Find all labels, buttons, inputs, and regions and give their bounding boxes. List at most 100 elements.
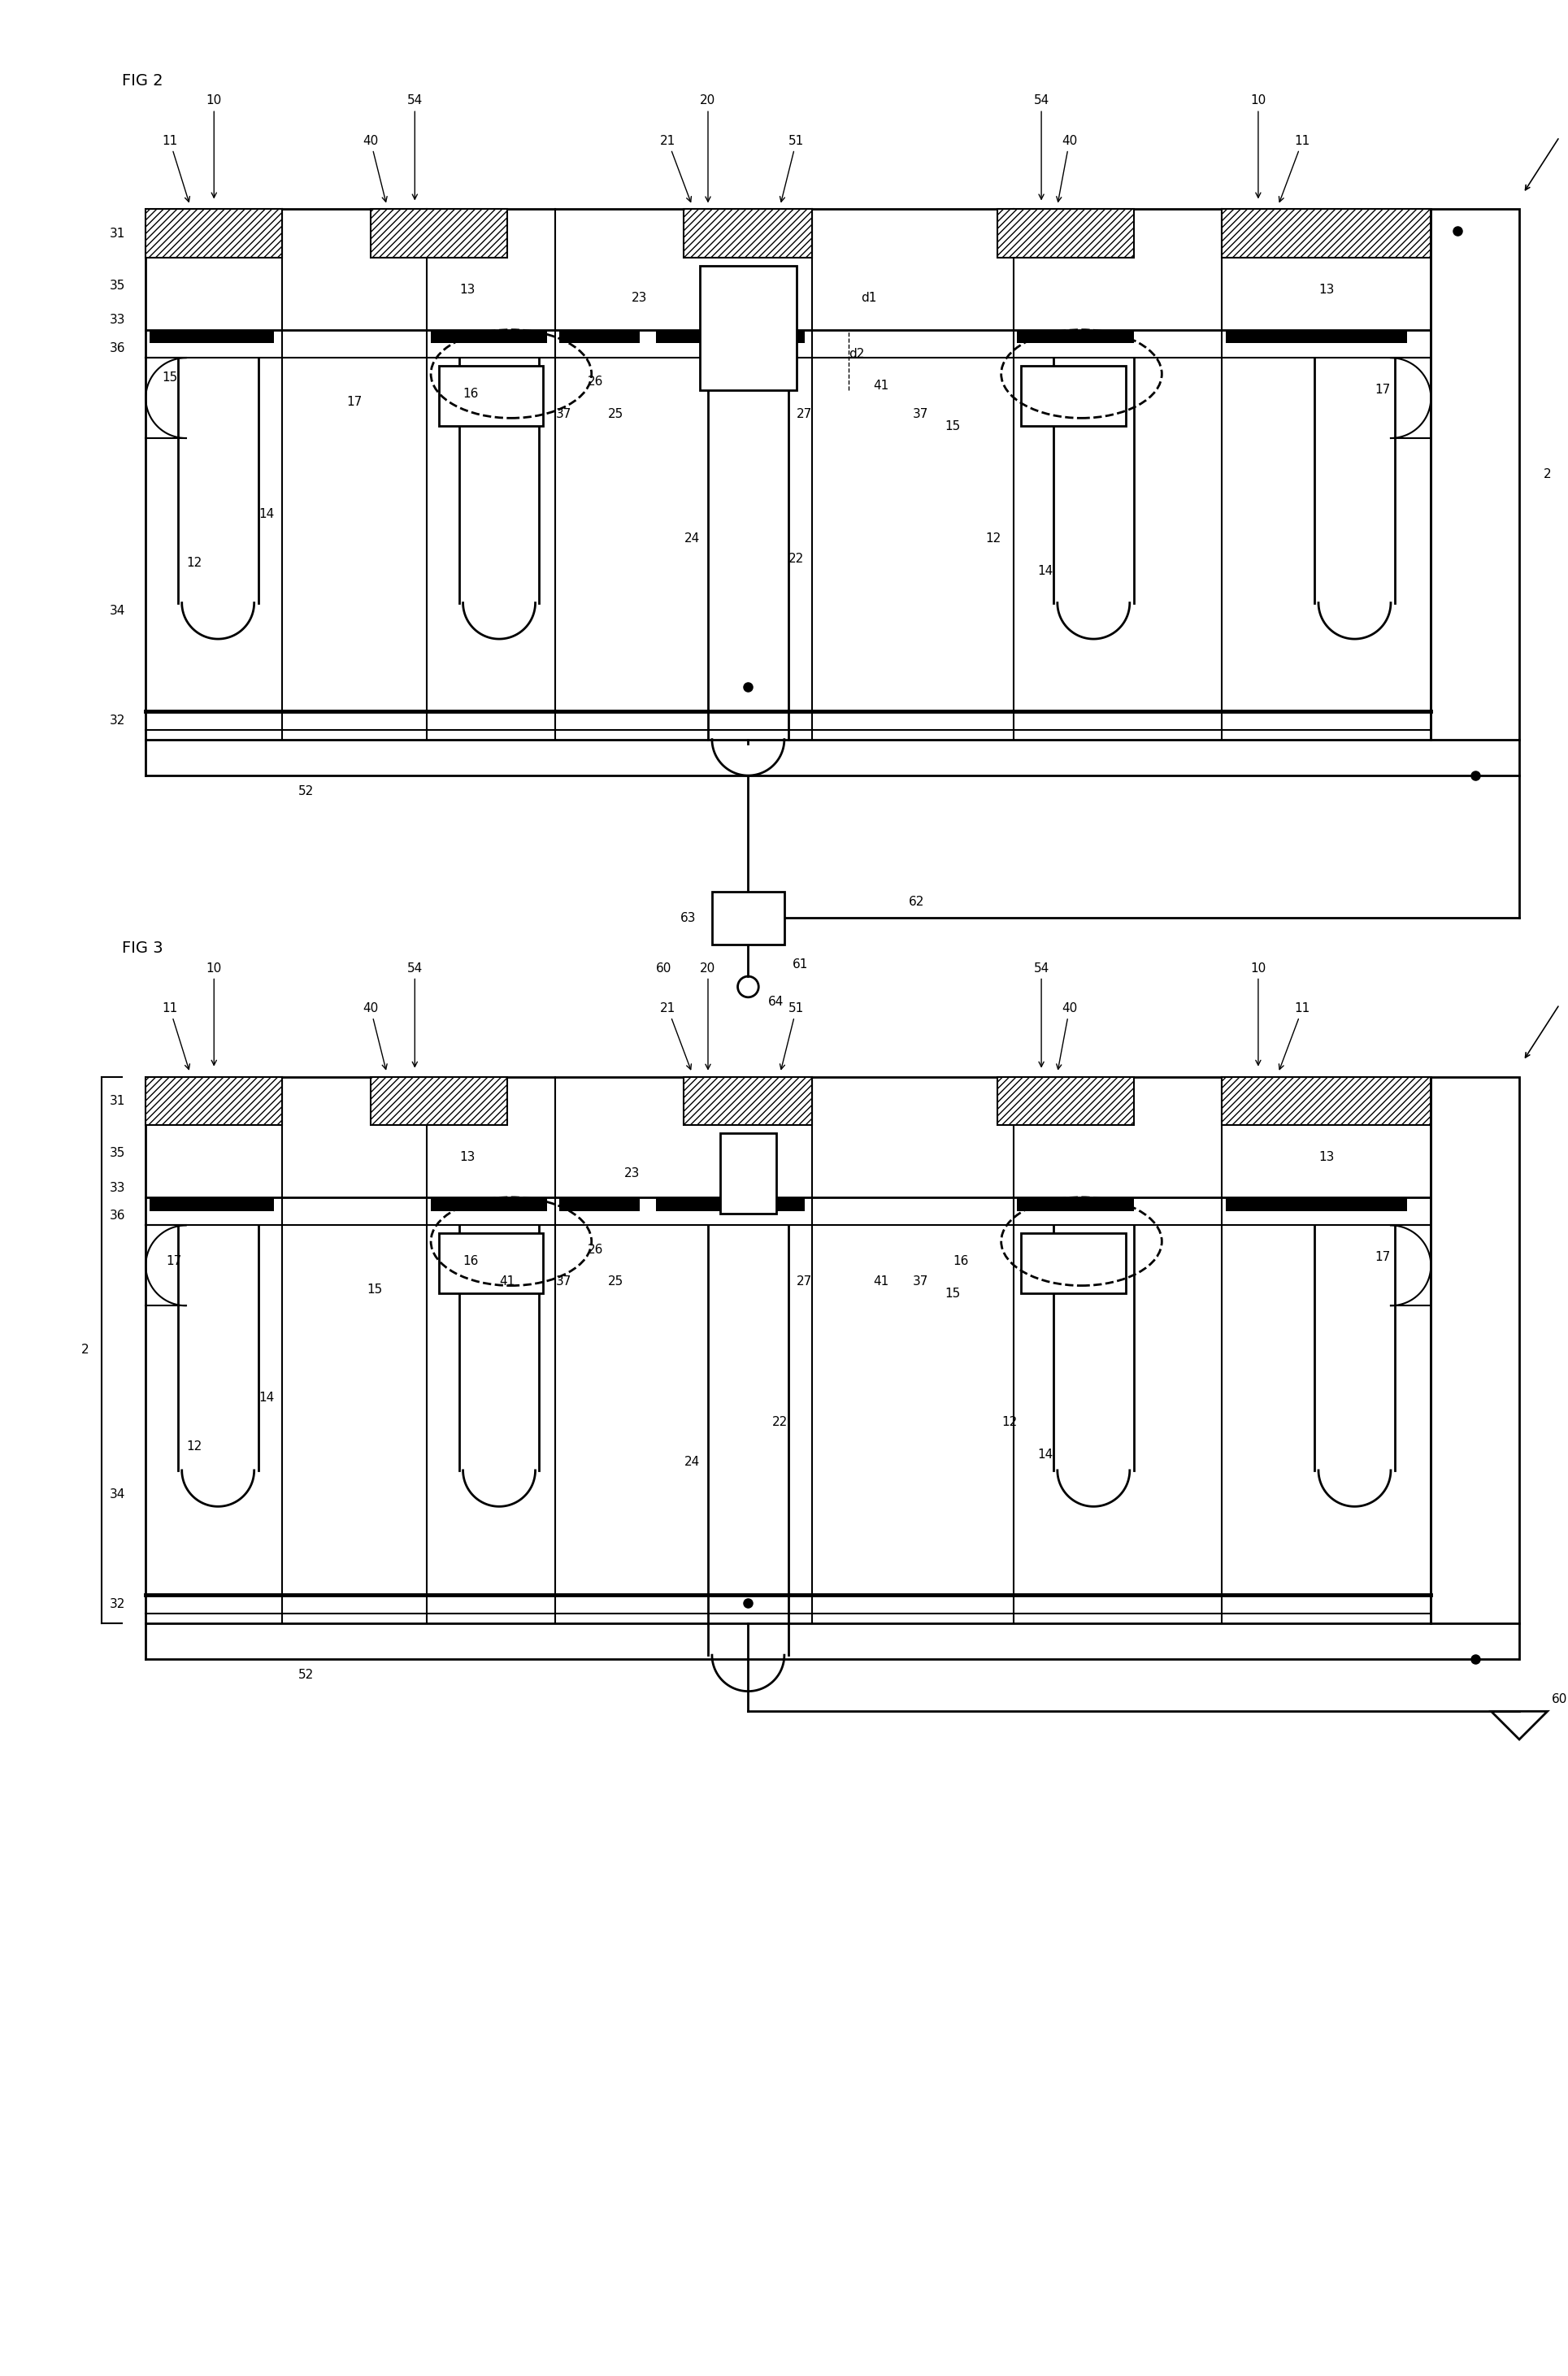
Text: 13: 13 [1319,283,1334,295]
Bar [655,330,804,345]
Text: 10: 10 [1250,95,1265,197]
Bar [439,366,544,425]
Bar [146,1076,1432,1623]
Text: 51: 51 [779,135,804,202]
Bar [684,209,812,257]
Text: 14: 14 [259,1392,274,1404]
Bar [1021,366,1126,425]
Text: 11: 11 [1279,135,1311,202]
Text: 52: 52 [298,1668,314,1682]
Text: 63: 63 [681,912,696,924]
Text: 32: 32 [110,1599,125,1611]
Text: 11: 11 [1279,1003,1311,1069]
Text: 16: 16 [953,1255,969,1266]
Bar [655,1198,804,1212]
Bar [431,1198,547,1212]
Text: 37: 37 [555,1276,571,1288]
Text: 62: 62 [909,896,925,908]
Text: 11: 11 [162,135,190,202]
Text: 10: 10 [1250,962,1265,1064]
Bar [146,1076,282,1124]
Bar [1021,1233,1126,1293]
Text: 26: 26 [588,375,604,387]
Text: 41: 41 [873,1276,889,1288]
Bar [712,891,784,943]
Text: 15: 15 [946,421,961,432]
Text: 13: 13 [459,1150,475,1164]
Text: d1: d1 [861,292,877,304]
Text: 27: 27 [797,409,812,421]
Bar [684,1076,812,1124]
Bar [149,1198,274,1212]
Text: 52: 52 [298,786,314,798]
Text: 12: 12 [187,1440,202,1452]
Text: 17: 17 [1375,385,1391,397]
Text: 27: 27 [797,1276,812,1288]
Text: 26: 26 [588,1243,604,1255]
Text: 34: 34 [110,606,125,618]
Bar [699,266,797,390]
Text: 36: 36 [110,1209,125,1221]
Text: 54: 54 [408,95,423,200]
Text: 14: 14 [1038,565,1054,577]
Text: 35: 35 [110,1148,125,1159]
Text: 41: 41 [499,1276,514,1288]
Text: 41: 41 [873,380,889,392]
Text: 22: 22 [789,554,804,565]
Bar [720,1133,776,1214]
Text: 51: 51 [779,1003,804,1069]
Text: 17: 17 [1375,1252,1391,1264]
Text: 35: 35 [110,280,125,292]
Text: 10: 10 [205,95,221,197]
Text: 31: 31 [110,1095,125,1107]
Text: 40: 40 [1057,1003,1077,1069]
Text: 54: 54 [1033,95,1049,200]
Text: 12: 12 [187,556,202,568]
Bar [1226,330,1406,345]
Text: 20: 20 [701,962,717,1069]
Text: 15: 15 [946,1288,961,1300]
Text: 10: 10 [205,962,221,1064]
Text: FIG 3: FIG 3 [122,941,163,955]
Text: 60: 60 [655,962,671,974]
Text: 24: 24 [684,1456,699,1468]
Bar [1018,330,1134,345]
Text: 37: 37 [913,1276,928,1288]
Text: 23: 23 [624,1167,640,1178]
Text: 54: 54 [408,962,423,1067]
Text: 17: 17 [347,397,362,409]
Text: 40: 40 [362,1003,387,1069]
Text: 2: 2 [82,1345,89,1357]
Bar [997,1076,1134,1124]
Bar [370,209,506,257]
Bar [149,330,274,345]
Text: 64: 64 [768,996,784,1007]
Text: 2: 2 [1543,468,1551,480]
Text: 21: 21 [660,135,691,202]
Bar [431,330,547,345]
Bar [1018,1198,1134,1212]
Text: 15: 15 [367,1283,383,1295]
Text: 14: 14 [259,508,274,520]
Text: 22: 22 [773,1416,789,1428]
Text: FIG 2: FIG 2 [122,74,163,88]
Text: 40: 40 [362,135,387,202]
Bar [146,209,1432,739]
Text: 54: 54 [1033,962,1049,1067]
Text: 17: 17 [166,1255,182,1266]
Text: 21: 21 [660,1003,691,1069]
Text: 16: 16 [463,1255,478,1266]
Text: 61: 61 [792,958,808,969]
Text: 12: 12 [985,532,1000,544]
Bar [439,1233,544,1293]
Text: 16: 16 [463,387,478,399]
Bar [997,209,1134,257]
Text: 31: 31 [110,228,125,240]
Text: 13: 13 [1319,1150,1334,1164]
Bar [1432,1076,1519,1623]
Bar [1226,1198,1406,1212]
Text: 40: 40 [1057,135,1077,202]
Text: 37: 37 [913,409,928,421]
Text: 25: 25 [608,1276,624,1288]
Bar [1432,209,1519,739]
